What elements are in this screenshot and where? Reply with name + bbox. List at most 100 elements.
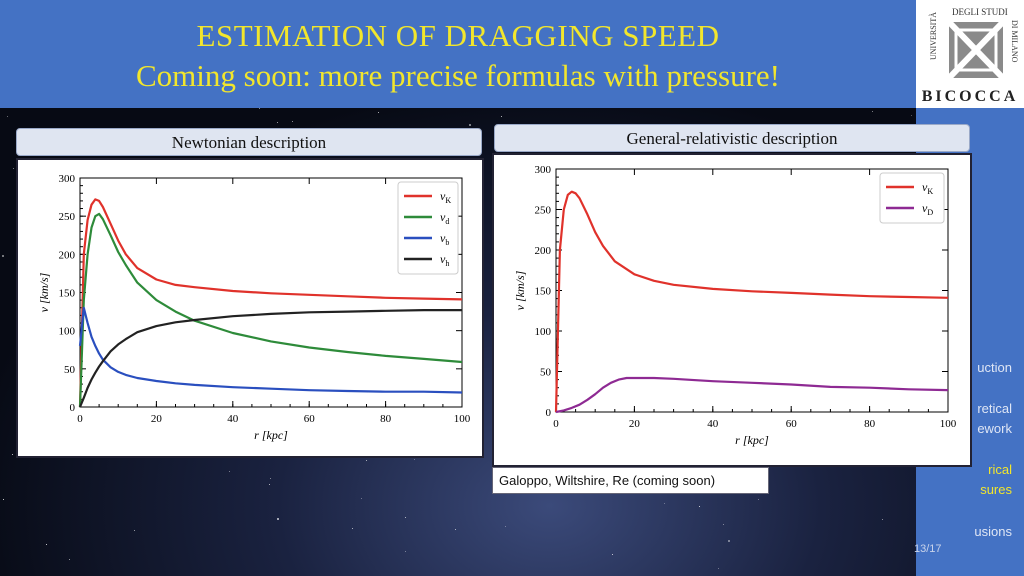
star xyxy=(718,567,720,569)
x-tick-label: 40 xyxy=(707,418,719,430)
relativistic-chart: 0 20 40 60 80 100 0 50 100 150 200 250 300 r [kpc] v [… xyxy=(513,164,957,447)
star xyxy=(1,254,4,257)
x-tick-label: 40 xyxy=(227,413,239,425)
star xyxy=(664,502,666,504)
x-axis-label: r [kpc] xyxy=(735,433,769,447)
legend-entry: vK xyxy=(440,189,451,205)
legend-entry: vD xyxy=(922,201,933,217)
sidebar-item-framework[interactable]: ework xyxy=(977,421,1012,436)
legend-entry: vb xyxy=(440,231,449,247)
star xyxy=(229,470,231,472)
y-tick-label: 150 xyxy=(535,286,552,298)
star xyxy=(910,114,912,116)
star xyxy=(699,506,701,508)
svg-text:DEGLI STUDI: DEGLI STUDI xyxy=(952,7,1008,17)
star xyxy=(454,528,456,530)
bicocca-logo-icon: UNIVERSITÀ DEGLI STUDI DI MILANO BICOCCA xyxy=(921,4,1019,105)
x-tick-label: 100 xyxy=(454,413,471,425)
newtonian-panel-label: Newtonian description xyxy=(16,128,482,156)
relativistic-chart-frame: 0 20 40 60 80 100 0 50 100 150 200 250 300 r [kpc] v [… xyxy=(492,153,972,467)
series-line-vh xyxy=(78,309,462,408)
star xyxy=(276,517,279,520)
y-tick-label: 300 xyxy=(59,173,76,185)
y-tick-label: 0 xyxy=(70,402,76,414)
star xyxy=(872,111,874,113)
series-line-vb xyxy=(78,306,463,394)
star xyxy=(469,124,472,127)
legend-entry: vh xyxy=(440,252,449,268)
y-tick-label: 100 xyxy=(59,326,76,338)
star xyxy=(366,460,368,462)
series-line-vd xyxy=(78,212,463,408)
y-tick-label: 0 xyxy=(546,407,552,419)
x-axis-label: r [kpc] xyxy=(254,428,288,442)
star xyxy=(501,115,503,117)
y-axis-label: v [km/s] xyxy=(513,270,527,310)
university-logo: UNIVERSITÀ DEGLI STUDI DI MILANO BICOCCA xyxy=(916,0,1024,108)
star xyxy=(269,477,271,479)
star xyxy=(757,499,759,501)
legend-box xyxy=(397,181,459,275)
x-tick-label: 60 xyxy=(786,418,798,430)
x-tick-label: 20 xyxy=(629,418,641,430)
star xyxy=(881,519,883,521)
x-tick-label: 0 xyxy=(77,413,83,425)
sidebar-item-numerical[interactable]: rical xyxy=(988,462,1012,477)
star xyxy=(277,121,279,123)
x-tick-label: 60 xyxy=(304,413,316,425)
star xyxy=(2,498,4,500)
page-number: 13/17 xyxy=(914,543,942,555)
y-tick-label: 300 xyxy=(535,164,552,176)
star xyxy=(352,528,354,530)
slide-subtitle: Coming soon: more precise formulas with … xyxy=(136,58,780,93)
y-tick-label: 50 xyxy=(540,367,552,379)
legend-entry: vd xyxy=(440,210,449,226)
star xyxy=(405,551,407,553)
sidebar-item-theoretical[interactable]: retical xyxy=(977,401,1012,416)
sidebar-item-introduction[interactable]: uction xyxy=(977,360,1012,375)
x-tick-label: 80 xyxy=(864,418,876,430)
legend-box xyxy=(879,172,945,224)
star xyxy=(728,539,731,542)
y-tick-label: 250 xyxy=(59,211,76,223)
sidebar-item-conclusions[interactable]: usions xyxy=(974,524,1012,539)
sidebar-item-measures[interactable]: sures xyxy=(980,482,1012,497)
slide-title: ESTIMATION OF DRAGGING SPEED xyxy=(196,18,720,53)
star xyxy=(269,483,271,485)
y-tick-label: 200 xyxy=(59,249,76,261)
y-tick-label: 200 xyxy=(535,245,552,257)
star xyxy=(7,116,9,118)
y-tick-label: 50 xyxy=(64,364,76,376)
newtonian-chart-frame: 0 20 40 60 80 100 0 50 100 150 200 250 300 r [kpc] v [… xyxy=(16,158,484,458)
star xyxy=(361,498,363,500)
citation-caption: Galoppo, Wiltshire, Re (coming soon) xyxy=(492,467,769,494)
star xyxy=(404,517,406,519)
x-tick-label: 100 xyxy=(940,418,957,430)
star xyxy=(45,543,47,545)
x-tick-label: 80 xyxy=(380,413,392,425)
series-line-vD xyxy=(555,376,949,414)
logo-arc-text: UNIVERSITÀ xyxy=(928,12,938,60)
x-tick-label: 20 xyxy=(151,413,163,425)
y-axis-label: v [km/s] xyxy=(37,272,51,312)
star xyxy=(11,454,13,456)
y-tick-label: 150 xyxy=(59,288,76,300)
star xyxy=(133,530,135,532)
svg-text:DI MILANO: DI MILANO xyxy=(1010,20,1019,63)
star xyxy=(413,459,415,461)
star xyxy=(291,121,293,123)
relativistic-panel-label: General-relativistic description xyxy=(494,124,970,152)
y-tick-label: 100 xyxy=(535,326,552,338)
logo-name: BICOCCA xyxy=(922,88,1019,105)
legend-entry: vK xyxy=(922,180,933,196)
series-line-vK xyxy=(78,198,463,408)
y-tick-label: 250 xyxy=(535,205,552,217)
x-tick-label: 0 xyxy=(553,418,559,430)
series-line-vK xyxy=(554,190,949,413)
star xyxy=(13,168,15,170)
star xyxy=(68,559,70,561)
star xyxy=(378,111,380,113)
star xyxy=(723,523,725,525)
newtonian-chart: 0 20 40 60 80 100 0 50 100 150 200 250 300 r [kpc] v [… xyxy=(37,173,471,442)
slide-header: ESTIMATION OF DRAGGING SPEED Coming soon… xyxy=(0,0,916,108)
